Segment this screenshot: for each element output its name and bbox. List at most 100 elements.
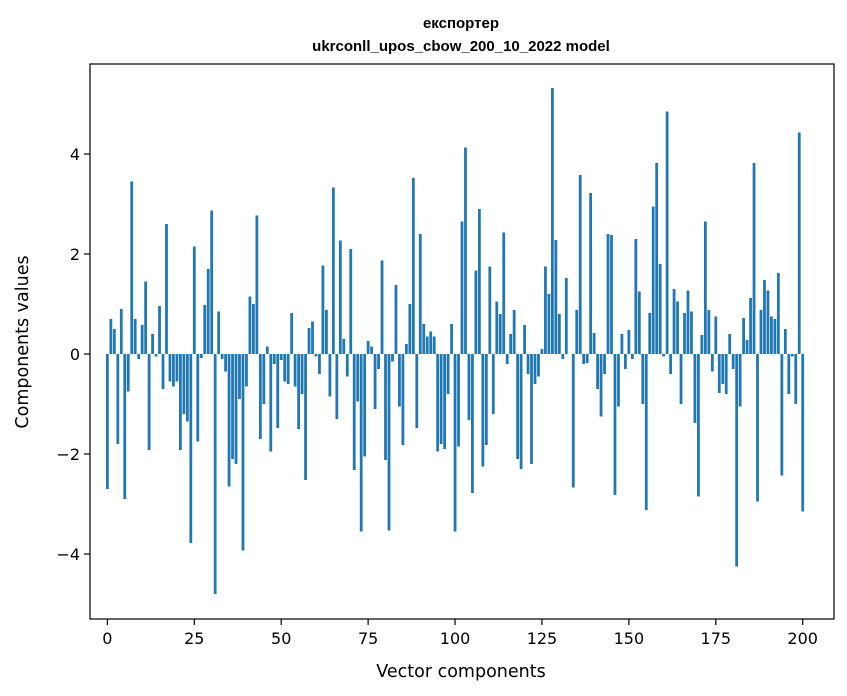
bar (352, 354, 356, 470)
bar (683, 313, 686, 354)
bar (596, 354, 599, 389)
x-axis-label: Vector components (376, 662, 545, 682)
bar (363, 354, 367, 457)
y-axis-label: Components values (13, 255, 33, 428)
bar (404, 344, 408, 354)
bar (206, 269, 210, 354)
bar (731, 354, 735, 369)
bar (703, 221, 707, 354)
bar (130, 181, 134, 354)
bar (564, 278, 568, 354)
bar (359, 354, 363, 532)
bar (693, 354, 697, 423)
bar (411, 178, 415, 354)
bar (641, 354, 645, 404)
x-tick-label: 100 (440, 629, 471, 648)
bar (307, 328, 311, 354)
bar (398, 354, 401, 407)
bar (505, 354, 509, 364)
bar (342, 339, 346, 354)
bar (325, 310, 328, 354)
x-tick-label: 25 (184, 629, 204, 648)
bar (199, 354, 203, 358)
bar (471, 354, 474, 493)
bar (262, 354, 266, 404)
bar (460, 221, 464, 354)
bar (742, 318, 745, 354)
bar (603, 354, 606, 374)
bar (516, 354, 520, 459)
bar (109, 319, 113, 354)
bar (679, 354, 683, 404)
bar (248, 296, 252, 354)
bar (227, 354, 231, 487)
bar (749, 298, 752, 354)
x-axis-ticks: 0 25 50 75 100 125 150 175 200 (102, 619, 818, 648)
bar (384, 354, 387, 460)
bar (210, 210, 214, 354)
bar (328, 354, 332, 397)
bar (133, 319, 137, 354)
bar (151, 334, 154, 354)
bar (415, 354, 419, 428)
y-axis-ticks: −4 −2 0 2 4 (56, 145, 90, 564)
bar (370, 346, 373, 354)
bar (599, 354, 603, 417)
bar (276, 354, 280, 428)
bar (557, 314, 561, 354)
bar (231, 354, 234, 459)
y-tick-label: 4 (70, 145, 80, 164)
bar (220, 354, 224, 359)
bar (700, 335, 704, 354)
bar (697, 354, 700, 497)
bar (714, 316, 718, 354)
bar (112, 329, 116, 354)
bar (467, 354, 471, 420)
bar (578, 175, 582, 354)
bar (213, 354, 217, 594)
chart-title-line2: ukrconll_upos_cbow_200_10_2022 model (312, 38, 610, 55)
x-tick-label: 75 (358, 629, 378, 648)
bar (544, 266, 547, 354)
bar (728, 334, 732, 354)
bar (380, 260, 384, 354)
bar (394, 285, 398, 354)
bar (119, 309, 123, 354)
bar (203, 305, 207, 354)
bar (373, 354, 377, 409)
bar (794, 354, 798, 404)
bar (763, 280, 766, 354)
bar (484, 354, 488, 445)
bar (690, 311, 693, 354)
y-tick-label: −4 (56, 545, 80, 564)
bar (238, 354, 241, 399)
x-tick-label: 150 (614, 629, 645, 648)
bar (620, 334, 624, 354)
bar (366, 341, 370, 354)
bar (495, 301, 499, 354)
bar (154, 354, 158, 357)
bar (192, 246, 196, 354)
bar (338, 240, 342, 354)
bar (286, 354, 290, 384)
bar (537, 354, 540, 377)
bar (401, 354, 405, 445)
bar (185, 354, 189, 422)
bar (439, 354, 443, 444)
bar (335, 354, 339, 419)
bar (182, 354, 186, 414)
bar (585, 354, 589, 363)
bar (491, 354, 495, 414)
bar (665, 111, 669, 354)
bar (523, 325, 526, 354)
bar (637, 291, 641, 354)
bar (589, 193, 593, 354)
bar (655, 163, 659, 354)
bar (634, 239, 638, 354)
bar (481, 354, 485, 467)
bar (735, 354, 739, 567)
bar (300, 354, 304, 394)
bar (512, 310, 516, 354)
bar (502, 232, 506, 354)
